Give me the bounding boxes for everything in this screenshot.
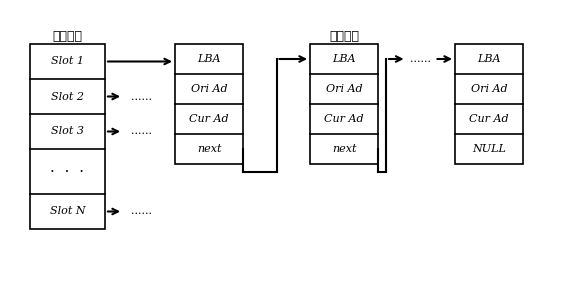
Bar bbox=[30, 44, 105, 229]
Text: Ori Ad: Ori Ad bbox=[326, 84, 362, 94]
Text: ......: ...... bbox=[131, 206, 152, 216]
Text: Ori Ad: Ori Ad bbox=[191, 84, 227, 94]
Text: NULL: NULL bbox=[472, 144, 506, 154]
Text: ·  ·  ·: · · · bbox=[51, 164, 85, 179]
Text: LBA: LBA bbox=[477, 54, 501, 64]
Bar bbox=[175, 44, 243, 164]
Text: LBA: LBA bbox=[197, 54, 221, 64]
Text: LBA: LBA bbox=[332, 54, 356, 64]
Text: ......: ...... bbox=[131, 126, 152, 137]
Text: 表头数组: 表头数组 bbox=[52, 30, 83, 43]
Text: Slot 3: Slot 3 bbox=[51, 126, 84, 137]
Text: ......: ...... bbox=[131, 91, 152, 101]
Bar bbox=[310, 44, 378, 164]
Text: next: next bbox=[196, 144, 222, 154]
Text: Slot 1: Slot 1 bbox=[51, 57, 84, 66]
Text: Cur Ad: Cur Ad bbox=[324, 114, 364, 124]
Bar bbox=[455, 44, 523, 164]
Text: Slot 2: Slot 2 bbox=[51, 91, 84, 101]
Text: 条目列表: 条目列表 bbox=[329, 30, 359, 43]
Text: Cur Ad: Cur Ad bbox=[189, 114, 229, 124]
Text: Cur Ad: Cur Ad bbox=[469, 114, 509, 124]
Text: ......: ...... bbox=[410, 54, 431, 64]
Text: Ori Ad: Ori Ad bbox=[470, 84, 507, 94]
Text: next: next bbox=[332, 144, 356, 154]
Text: Slot N: Slot N bbox=[50, 206, 85, 216]
